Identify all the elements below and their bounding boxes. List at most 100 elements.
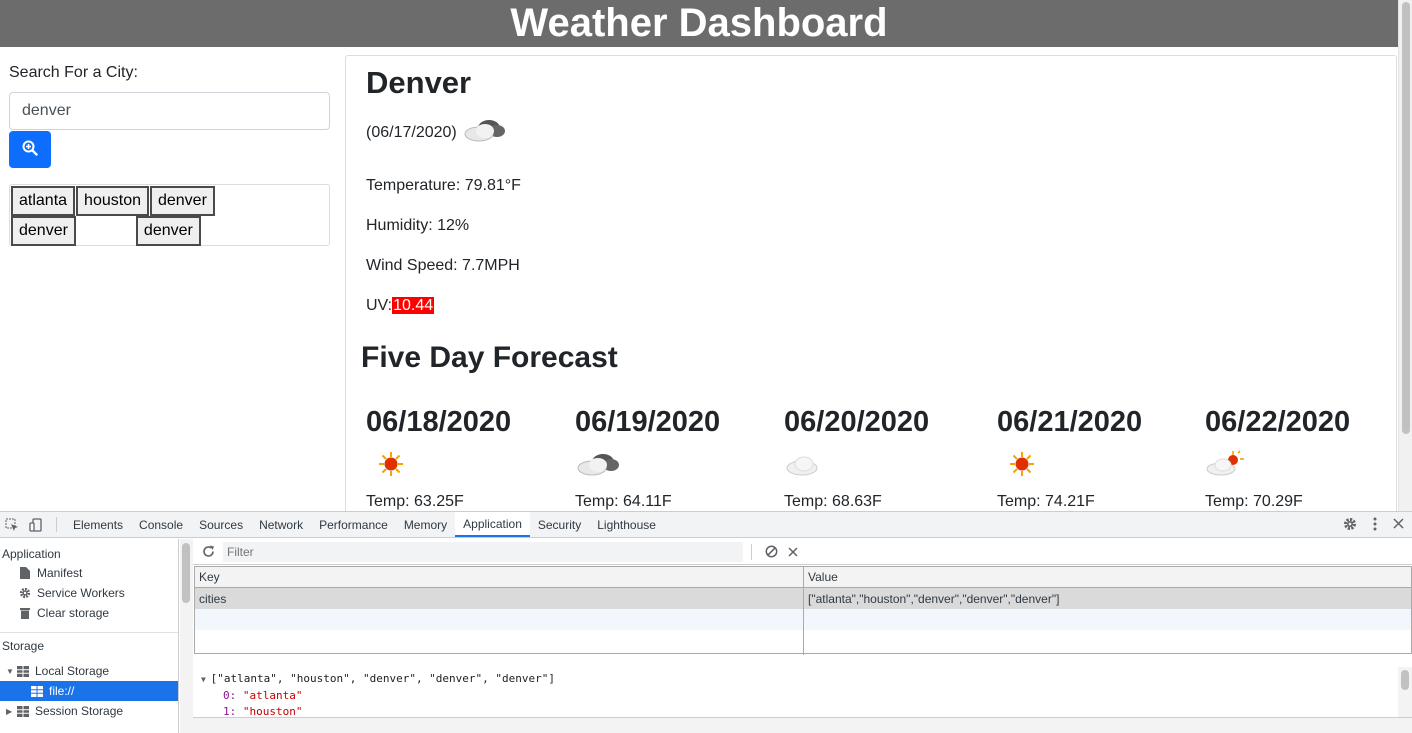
- table-header: Key Value: [195, 567, 1411, 588]
- sidebar-item-label: file://: [49, 684, 75, 698]
- tab-network[interactable]: Network: [259, 517, 304, 532]
- sidebar-scrollbar[interactable]: [180, 539, 193, 733]
- delete-selected-icon[interactable]: [782, 546, 804, 557]
- cloud-icon: [784, 449, 929, 479]
- forecast-date: 06/21/2020: [997, 406, 1143, 438]
- forecast-day: 06/22/2020 Temp: 70.29F: [1205, 406, 1350, 511]
- collapse-triangle-icon[interactable]: ▶: [6, 706, 13, 716]
- column-header-key[interactable]: Key: [195, 567, 804, 587]
- forecast-date: 06/18/2020: [366, 406, 512, 438]
- current-date: (06/17/2020): [366, 123, 457, 141]
- refresh-icon[interactable]: [193, 545, 223, 558]
- sun-icon: [366, 449, 511, 479]
- value-preview: ▼ ["atlanta", "houston", "denver", "denv…: [193, 667, 1412, 720]
- sidebar-item-session-storage[interactable]: ▶ Session Storage: [0, 701, 178, 721]
- device-toolbar-icon[interactable]: [24, 512, 48, 537]
- clear-all-icon[interactable]: [760, 545, 782, 558]
- sidebar-item-label: Clear storage: [37, 606, 110, 620]
- page-scrollbar[interactable]: [1398, 0, 1412, 511]
- sidebar-item-clear-storage[interactable]: Clear storage: [0, 603, 178, 623]
- history-button[interactable]: atlanta: [11, 186, 76, 216]
- humidity: Humidity: 12%: [366, 217, 470, 234]
- preview-scrollbar[interactable]: [1398, 667, 1412, 717]
- uv-index: UV:10.44: [366, 297, 435, 315]
- forecast-day: 06/19/2020 Temp: 64.11F: [575, 406, 720, 511]
- search-label: Search For a City:: [9, 64, 138, 81]
- gear-icon[interactable]: [1343, 517, 1357, 534]
- empty-table-row[interactable]: [195, 630, 1411, 655]
- page-scrollbar-thumb[interactable]: [1402, 2, 1410, 434]
- column-header-value[interactable]: Value: [808, 570, 838, 584]
- tab-memory[interactable]: Memory: [403, 517, 448, 532]
- filter-input[interactable]: [223, 541, 743, 562]
- tab-console[interactable]: Console: [139, 517, 184, 532]
- forecast-temp: Temp: 64.11F: [575, 493, 672, 510]
- sidebar-scrollbar-thumb[interactable]: [182, 543, 190, 603]
- current-date-row: (06/17/2020): [366, 116, 507, 149]
- local-storage-table: Key Value cities ["atlanta","houston","d…: [194, 566, 1412, 655]
- search-history: atlanta houston denver denver denver: [9, 184, 330, 246]
- sidebar-item-file-origin[interactable]: file://: [0, 681, 178, 701]
- sun-behind-cloud-icon: [1205, 449, 1350, 479]
- tab-elements[interactable]: Elements: [73, 517, 124, 532]
- history-button[interactable]: denver: [11, 216, 76, 246]
- devtools-actions: [1343, 512, 1404, 538]
- application-heading: Application: [2, 547, 61, 561]
- table-cell-key[interactable]: cities: [195, 588, 804, 609]
- forecast-day: 06/21/2020 Temp: 74.21F: [997, 406, 1142, 511]
- devtools-tabbar: Elements Console Sources Network Perform…: [0, 512, 1412, 538]
- sidebar-item-label: Service Workers: [37, 586, 125, 600]
- sidebar-item-manifest[interactable]: Manifest: [0, 563, 178, 583]
- history-button[interactable]: houston: [76, 186, 149, 216]
- expand-triangle-icon[interactable]: ▼: [201, 675, 211, 684]
- inspect-element-icon[interactable]: [0, 512, 24, 537]
- forecast-date: 06/20/2020: [784, 406, 930, 438]
- expand-triangle-icon[interactable]: ▼: [6, 666, 14, 676]
- more-vertical-icon[interactable]: [1373, 517, 1377, 534]
- tab-security[interactable]: Security: [537, 517, 582, 532]
- empty-table-row[interactable]: [195, 609, 1411, 630]
- table-grid-icon: [30, 685, 44, 697]
- cloudy-icon: [463, 116, 507, 149]
- preview-item: 0: "atlanta": [201, 688, 1404, 704]
- sun-icon: [997, 449, 1142, 479]
- file-icon: [18, 567, 32, 579]
- preview-summary[interactable]: ▼ ["atlanta", "houston", "denver", "denv…: [201, 672, 556, 685]
- tab-application[interactable]: Application: [455, 512, 530, 537]
- forecast-temp: Temp: 63.25F: [366, 493, 464, 510]
- forecast-day: 06/18/2020 Temp: 63.25F: [366, 406, 511, 511]
- table-row[interactable]: cities ["atlanta","houston","denver","de…: [195, 588, 1411, 609]
- gear-icon: [18, 587, 32, 599]
- table-cell-value[interactable]: ["atlanta","houston","denver","denver","…: [808, 591, 1060, 606]
- storage-toolbar: [193, 539, 1412, 565]
- storage-view: Key Value cities ["atlanta","houston","d…: [193, 539, 1412, 733]
- devtools-status-strip: [193, 717, 1412, 733]
- history-button[interactable]: denver: [149, 186, 215, 216]
- tab-performance[interactable]: Performance: [319, 517, 388, 532]
- trash-icon: [18, 607, 32, 619]
- history-button[interactable]: denver: [135, 216, 201, 246]
- uv-value: 10.44: [392, 297, 435, 314]
- forecast-date: 06/22/2020: [1205, 406, 1351, 438]
- preview-value: "atlanta": [242, 689, 303, 702]
- tab-lighthouse[interactable]: Lighthouse: [597, 517, 656, 532]
- dark-cloud-icon: [575, 449, 720, 479]
- search-button[interactable]: [9, 131, 51, 168]
- browser-page: Weather Dashboard Search For a City: atl…: [0, 0, 1412, 511]
- close-icon[interactable]: [1393, 518, 1404, 532]
- table-grid-icon: [16, 665, 30, 677]
- sidebar-item-local-storage[interactable]: ▼ Local Storage: [0, 661, 178, 681]
- wind-speed: Wind Speed: 7.7MPH: [366, 257, 520, 274]
- preview-item: 1: "houston": [201, 704, 1404, 720]
- search-input[interactable]: [9, 92, 330, 130]
- devtools-panel: Elements Console Sources Network Perform…: [0, 511, 1412, 733]
- tab-sources[interactable]: Sources: [199, 517, 244, 532]
- sidebar-item-label: Local Storage: [35, 664, 110, 678]
- forecast-temp: Temp: 70.29F: [1205, 493, 1303, 510]
- storage-heading: Storage: [2, 639, 45, 653]
- devtools-application-sidebar: Application Manifest Service Workers Cle…: [0, 539, 179, 733]
- search-zoom-icon: [22, 140, 38, 159]
- preview-scrollbar-thumb[interactable]: [1401, 670, 1409, 690]
- forecast-temp: Temp: 74.21F: [997, 493, 1095, 510]
- sidebar-item-service-workers[interactable]: Service Workers: [0, 583, 178, 603]
